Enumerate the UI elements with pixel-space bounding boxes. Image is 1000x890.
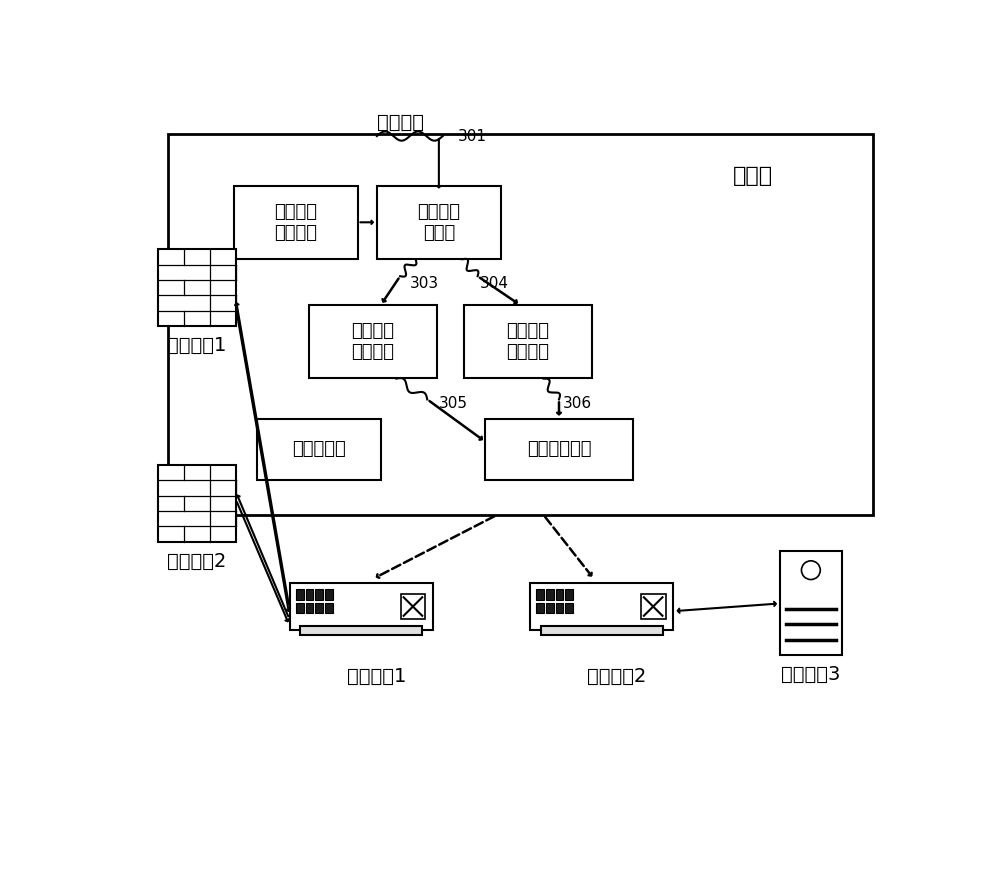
Bar xyxy=(565,603,573,613)
Text: 用户输入: 用户输入 xyxy=(377,113,424,132)
Bar xyxy=(315,603,323,613)
Bar xyxy=(257,418,381,481)
Bar xyxy=(530,583,673,630)
Bar xyxy=(300,626,422,635)
Text: 用户输入
接收单元: 用户输入 接收单元 xyxy=(274,203,317,242)
Bar xyxy=(536,589,544,600)
Text: 包处理模块: 包处理模块 xyxy=(292,441,346,458)
Bar xyxy=(401,595,425,619)
Bar xyxy=(309,305,437,378)
Bar xyxy=(234,186,358,259)
Text: 304: 304 xyxy=(480,277,509,291)
Text: 306: 306 xyxy=(563,396,592,411)
Bar xyxy=(325,589,333,600)
Bar xyxy=(290,583,433,630)
Bar xyxy=(536,603,544,613)
Bar xyxy=(485,418,633,481)
Bar xyxy=(556,589,563,600)
Text: 中间设备3: 中间设备3 xyxy=(781,665,841,684)
Bar xyxy=(556,603,563,613)
Text: 305: 305 xyxy=(439,396,468,411)
Bar xyxy=(296,589,304,600)
Text: 交换设备
管理单元: 交换设备 管理单元 xyxy=(507,322,550,361)
Bar xyxy=(565,589,573,600)
Text: 流表处理模块: 流表处理模块 xyxy=(527,441,591,458)
Bar xyxy=(158,465,236,542)
Circle shape xyxy=(801,561,820,579)
Bar xyxy=(780,552,842,655)
Bar xyxy=(315,589,323,600)
Bar xyxy=(306,589,313,600)
Text: 中间设备
管理单元: 中间设备 管理单元 xyxy=(352,322,394,361)
Text: 交换设备2: 交换设备2 xyxy=(587,668,647,686)
Bar xyxy=(641,595,666,619)
Bar xyxy=(464,305,592,378)
Bar xyxy=(325,603,333,613)
Text: 业务链管
理单元: 业务链管 理单元 xyxy=(417,203,460,242)
Bar xyxy=(306,603,313,613)
Bar xyxy=(296,603,304,613)
Text: 中间设备2: 中间设备2 xyxy=(167,552,227,570)
Text: 交换设备1: 交换设备1 xyxy=(347,668,407,686)
Text: 中间设备1: 中间设备1 xyxy=(167,336,227,355)
Bar xyxy=(546,589,554,600)
Bar xyxy=(377,186,501,259)
Bar xyxy=(168,134,873,515)
Text: 303: 303 xyxy=(410,277,439,291)
Text: 控制器: 控制器 xyxy=(733,166,773,186)
Bar xyxy=(158,249,236,327)
Bar xyxy=(546,603,554,613)
Text: 301: 301 xyxy=(458,128,487,143)
Bar xyxy=(541,626,663,635)
